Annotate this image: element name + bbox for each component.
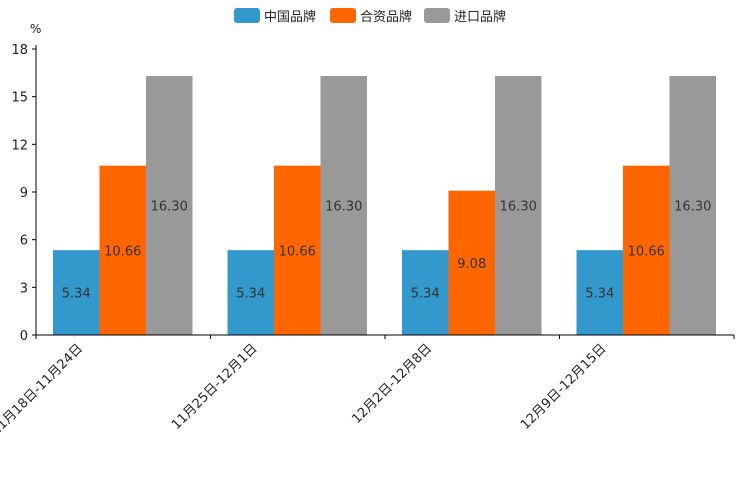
y-tick-label: 15 — [11, 91, 28, 106]
y-tick-label: 9 — [20, 186, 28, 201]
bar — [669, 76, 716, 335]
bar — [146, 76, 193, 335]
bar — [402, 250, 449, 335]
bar-labels: 5.34 10.66 16.30 5.34 10.66 16.30 5.34 9.08 16.3… — [62, 200, 712, 302]
bar — [274, 165, 321, 335]
legend-item: 合资品牌 — [330, 8, 412, 25]
bar — [576, 250, 623, 335]
y-axis: 0 3 6 9 12 15 18 — [11, 43, 37, 344]
y-tick-label: 12 — [11, 138, 28, 153]
y-tick-label: 18 — [11, 43, 28, 58]
bar-value-label: 10.66 — [104, 244, 141, 259]
legend: 中国品牌 合资品牌 进口品牌 — [234, 8, 506, 25]
bar — [448, 190, 495, 335]
legend-item: 进口品牌 — [424, 8, 506, 25]
bar — [227, 250, 274, 335]
bar-value-label: 16.30 — [325, 200, 362, 215]
bars — [53, 76, 716, 335]
bar-value-label: 5.34 — [585, 287, 614, 302]
x-category-label: 11月18日-11月24日 — [0, 341, 86, 438]
y-tick-label: 6 — [20, 234, 28, 249]
y-axis-unit-label: % — [30, 22, 41, 36]
legend-swatch — [330, 8, 356, 23]
bar-value-label: 5.34 — [62, 287, 91, 302]
bar-value-label: 16.30 — [500, 200, 537, 215]
bar-value-label: 9.08 — [457, 257, 486, 272]
x-category-label: 12月2日-12月8日 — [349, 341, 435, 427]
bar-value-label: 10.66 — [628, 244, 665, 259]
y-tick-label: 3 — [20, 281, 28, 296]
bar-value-label: 16.30 — [674, 200, 711, 215]
x-axis: 11月18日-11月24日 11月25日-12月1日 12月2日-12月8日 12月9… — [0, 334, 735, 439]
legend-label: 进口品牌 — [454, 9, 506, 25]
legend-swatch — [234, 8, 260, 23]
y-tick-label: 0 — [20, 329, 28, 344]
bar — [495, 76, 542, 335]
bar — [99, 165, 146, 335]
x-category-label: 11月25日-12月1日 — [169, 341, 261, 433]
bar-value-label: 16.30 — [151, 200, 188, 215]
bar-value-label: 5.34 — [411, 287, 440, 302]
legend-label: 中国品牌 — [264, 9, 316, 25]
bar — [623, 165, 670, 335]
legend-label: 合资品牌 — [360, 9, 412, 25]
bar-value-label: 10.66 — [279, 244, 316, 259]
x-category-label: 12月9日-12月15日 — [518, 341, 610, 433]
legend-item: 中国品牌 — [234, 8, 316, 25]
legend-swatch — [424, 8, 450, 23]
bar — [320, 76, 367, 335]
bar — [53, 250, 100, 335]
bar-value-label: 5.34 — [236, 287, 265, 302]
